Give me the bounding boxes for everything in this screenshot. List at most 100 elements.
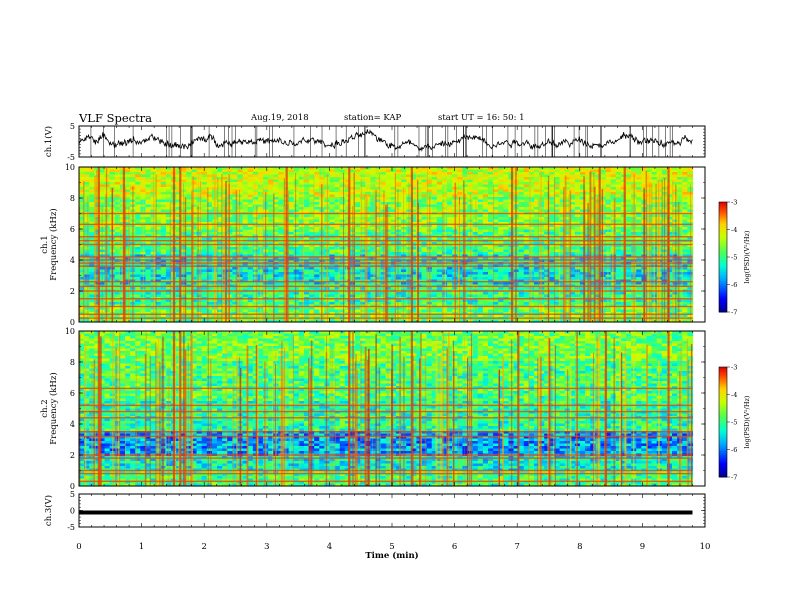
- horizontal-band: [79, 454, 693, 456]
- spectrogram-cells: [79, 331, 694, 487]
- horizontal-band: [79, 305, 693, 308]
- horizontal-band: [79, 290, 693, 292]
- horizontal-band: [79, 417, 693, 419]
- horizontal-band: [79, 472, 693, 475]
- horizontal-band: [79, 239, 693, 242]
- colorbars: -3 -4 -5 -6 -7 log(PSD)(V²/Hz) -3 -4 -5 -6 -7 log(P…: [718, 199, 751, 482]
- horizontal-band: [79, 243, 693, 246]
- horizontal-band: [79, 223, 693, 226]
- vertical-event: [172, 331, 176, 486]
- horizontal-band: [79, 313, 693, 315]
- colorbar-tick-label: -4: [731, 391, 737, 399]
- ch1-trace: [78, 129, 693, 152]
- start-time-label: start UT = 16: 50: 1: [438, 113, 525, 123]
- y-tick-label: 0: [70, 482, 75, 491]
- horizontal-band: [79, 298, 693, 300]
- vertical-event: [348, 331, 351, 486]
- colorbar-tick-label: -6: [731, 281, 737, 289]
- y-tick-label: 10: [65, 327, 75, 336]
- ch1-spectrogram-ylabel: ch.1: [40, 235, 50, 253]
- y-tick-label: 6: [70, 225, 75, 234]
- ch1-spectrogram-ylabel: Frequency (kHz): [48, 208, 59, 280]
- ch3-waveform-ylabel: ch.3(V): [43, 495, 54, 526]
- axis-labels: 0 1 2 3 4 5 6 7 8 9 10 Time (min): [76, 542, 710, 561]
- ch1-waveform: [78, 126, 693, 157]
- y-tick-label: 0: [70, 507, 75, 516]
- horizontal-band: [79, 404, 693, 407]
- horizontal-band: [79, 457, 693, 459]
- vertical-event: [179, 331, 182, 486]
- x-tick-label: 2: [201, 542, 206, 552]
- x-tick-label: 6: [452, 542, 457, 552]
- horizontal-band: [79, 410, 693, 413]
- horizontal-band: [79, 265, 693, 267]
- horizontal-band: [79, 435, 693, 438]
- y-tick-label: 8: [70, 358, 75, 367]
- horizontal-band: [79, 469, 693, 472]
- vertical-event: [410, 331, 413, 486]
- y-tick-label: 5: [70, 490, 75, 499]
- spectrogram-bands: [79, 387, 693, 483]
- x-tick-label: 0: [76, 542, 81, 552]
- colorbar-tick-label: -6: [731, 446, 737, 454]
- y-tick-label: 8: [70, 194, 75, 203]
- x-tick-label: 10: [700, 542, 711, 552]
- ch2-spectrogram: [79, 331, 694, 487]
- ch1-colorbar: -3 -4 -5 -6 -7 log(PSD)(V²/Hz): [718, 199, 751, 317]
- vertical-event: [517, 331, 520, 486]
- spectrogram-bands: [79, 212, 693, 319]
- colorbar-tick-label: -4: [731, 226, 737, 234]
- y-tick-label: 4: [70, 420, 75, 429]
- y-tick-label: 5: [70, 122, 75, 131]
- ch2-spectrogram-ylabel: ch.2: [40, 399, 50, 417]
- y-tick-label: 10: [65, 163, 75, 172]
- ch2-colorbar: -3 -4 -5 -6 -7 log(PSD)(V²/Hz): [718, 364, 751, 482]
- y-tick-label: 4: [70, 256, 75, 265]
- horizontal-band: [79, 480, 693, 483]
- station-label: station= KAP: [344, 113, 402, 123]
- horizontal-band: [79, 281, 693, 283]
- vertical-event: [97, 331, 100, 486]
- horizontal-band: [79, 317, 693, 319]
- ch1-spectrogram: [79, 167, 694, 323]
- spectrogram-streaks: [79, 331, 693, 486]
- x-tick-label: 5: [389, 542, 394, 552]
- colorbar-tick-label: -7: [731, 309, 737, 317]
- horizontal-band: [79, 431, 693, 433]
- y-tick-label: -5: [67, 523, 75, 532]
- plot-title: VLF Spectra: [79, 111, 153, 125]
- y-tick-label: 2: [70, 451, 75, 460]
- colorbar-tick-label: -7: [731, 474, 737, 482]
- y-tick-label: 6: [70, 389, 75, 398]
- colorbar-label: log(PSD)(V²/Hz): [743, 230, 751, 283]
- x-axis-label: Time (min): [365, 550, 418, 561]
- colorbar-tick-label: -3: [731, 199, 737, 207]
- y-tick-label: -5: [67, 153, 75, 162]
- y-tick-label: 2: [70, 287, 75, 296]
- x-tick-label: 8: [577, 542, 582, 552]
- x-tick-label: 9: [640, 542, 645, 552]
- horizontal-band: [79, 262, 693, 264]
- ch1-waveform-ylabel: ch.1(V): [43, 126, 54, 157]
- colorbar-tick-label: -5: [731, 254, 737, 262]
- date-label: Aug.19, 2018: [251, 113, 309, 123]
- x-tick-label: 7: [514, 542, 519, 552]
- horizontal-band: [79, 212, 693, 215]
- x-tick-label: 1: [139, 542, 144, 552]
- colorbar-tick-label: -5: [731, 419, 737, 427]
- horizontal-band: [79, 256, 693, 258]
- ch2-spectrogram-ylabel: Frequency (kHz): [48, 372, 59, 444]
- vertical-event: [667, 331, 670, 486]
- x-tick-label: 3: [264, 542, 269, 552]
- horizontal-band: [79, 387, 693, 390]
- colorbar-label: log(PSD)(V²/Hz): [743, 395, 751, 448]
- colorbar-tick-label: -3: [731, 364, 737, 372]
- y-tick-label: 0: [70, 318, 75, 327]
- vertical-event: [604, 331, 608, 486]
- x-tick-label: 4: [327, 542, 332, 552]
- horizontal-band: [79, 236, 693, 238]
- horizontal-band: [79, 259, 693, 261]
- horizontal-band: [79, 285, 693, 288]
